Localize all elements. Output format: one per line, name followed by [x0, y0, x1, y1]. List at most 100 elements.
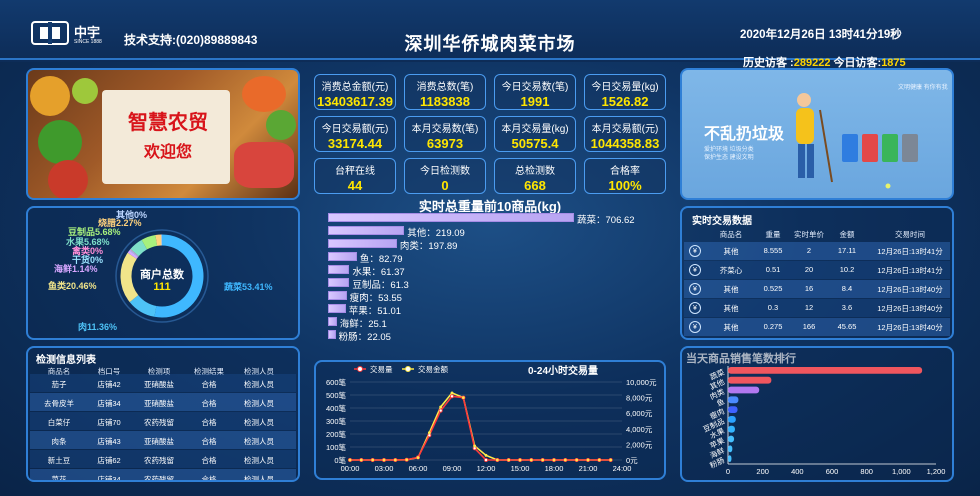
donut-slice-label: 肉11.36%	[78, 322, 118, 332]
inspection-cell: 店铺70	[97, 418, 121, 427]
x-tick: 18:00	[545, 464, 564, 473]
today-visitor-label: 今日访客:	[833, 57, 882, 69]
realtime-cell: 12	[804, 303, 814, 312]
inspection-cell: 亚硝酸盐	[144, 399, 174, 408]
realtime-cell: 3.6	[841, 303, 853, 312]
y-left-tick: 0笔	[334, 455, 346, 465]
top10-bar	[328, 226, 405, 235]
realtime-cell: 0.3	[767, 303, 779, 312]
inspection-title: 检测信息列表	[36, 355, 96, 366]
stat-card-value: 100%	[608, 178, 642, 193]
stat-card: 总检测数 668	[494, 158, 576, 194]
garbage-poster: 不乱扔垃圾 文明健康 有你有我 爱护环境 垃圾分类 保护生态 建设文明	[680, 68, 954, 200]
donut-outer-ring	[115, 229, 209, 323]
welcome-banner: 智慧农贸 欢迎您	[26, 68, 300, 200]
stat-card: 合格率 100%	[584, 158, 666, 194]
stat-card-value: 1183838	[420, 94, 470, 109]
stat-card: 本月交易数(笔) 63973	[404, 116, 486, 152]
rank-bar	[728, 425, 735, 433]
realtime-cell: 0.275	[763, 322, 783, 331]
y-left-tick: 300笔	[326, 416, 347, 426]
amount-point	[473, 444, 477, 448]
top10-bar-label: 豆制品：61.3	[352, 280, 409, 291]
donut-slice-label: 干货0%	[72, 255, 104, 265]
vegetable-decoration	[38, 120, 82, 164]
banner-board	[102, 90, 230, 184]
donut-slice	[154, 234, 204, 318]
legend-amount-label: 交易金额	[418, 364, 448, 374]
amount-point	[541, 458, 545, 462]
y-left-tick: 500笔	[326, 390, 347, 400]
realtime-cell: 45.65	[837, 322, 857, 331]
top10-bar	[328, 304, 346, 313]
legend-volume-marker	[357, 366, 363, 372]
hourly-chart-title: 0-24小时交易量	[528, 364, 598, 377]
merchant-donut-panel	[26, 206, 300, 340]
top10-bar-label: 海鲜：25.1	[339, 319, 387, 330]
header-divider	[0, 58, 980, 60]
current-datetime: 2020年12月26日 13时41分19秒	[740, 29, 902, 41]
y-left-tick: 200笔	[326, 429, 347, 439]
inspection-row	[30, 412, 296, 430]
stat-card: 本月交易量(kg) 50575.4	[494, 116, 576, 152]
top10-bar-label: 粉肠：22.05	[338, 332, 391, 343]
stat-card-label: 消费总数(笔)	[416, 82, 474, 93]
rank-bar	[728, 455, 732, 462]
y-right-tick: 8,000元	[626, 394, 653, 403]
top10-bar-label: 其他：219.09	[407, 228, 465, 239]
top10-bar-label: 苹果：51.01	[348, 306, 402, 317]
stat-card-label: 今日交易量(kg)	[591, 82, 659, 93]
amount-point	[495, 458, 499, 462]
vegetable-decoration	[266, 110, 296, 140]
stat-card-label: 今日交易数(笔)	[501, 82, 569, 93]
today-visitor-count: 1875	[881, 57, 906, 69]
x-tick: 03:00	[375, 464, 394, 473]
stat-card: 今日交易额(元) 33174.44	[314, 116, 396, 152]
realtime-cell: 12月26日:13时40分	[877, 323, 943, 332]
realtime-header-cell: 重量	[765, 230, 781, 239]
donut-center-value: 111	[153, 281, 171, 293]
donut-slice-label: 其他0%	[116, 210, 148, 220]
vegetable-decoration	[48, 160, 88, 198]
inspection-cell: 白菜仔	[47, 418, 71, 427]
inspection-cell: 店铺34	[97, 399, 121, 408]
realtime-cell: 其他	[723, 323, 739, 332]
rank-bar	[728, 406, 738, 413]
amount-point	[382, 458, 386, 462]
amount-point	[575, 458, 579, 462]
realtime-cell: 20	[804, 265, 814, 274]
y-left-tick: 100笔	[326, 442, 347, 452]
inspection-cell: 肉条	[51, 437, 67, 446]
rank-bar	[728, 445, 733, 453]
realtime-row	[684, 261, 950, 279]
banner-line-2: 欢迎您	[143, 144, 192, 161]
x-tick: 09:00	[443, 464, 462, 473]
stat-card-label: 总检测数	[515, 166, 555, 177]
amount-point	[507, 458, 511, 462]
yuan-icon: ¥	[689, 302, 701, 314]
amount-point	[427, 431, 431, 435]
stat-card-value: 63973	[426, 136, 464, 151]
history-visitor-label: 历史访客 :	[743, 57, 794, 69]
inspection-cell: 店铺62	[97, 456, 121, 465]
sales-rank-chart: 0 200 400 600 800 1,000 1,200蔬菜其他肉类鱼瘦肉豆制品水果苹果海…	[701, 366, 945, 476]
top10-bar	[328, 265, 350, 274]
volume-point	[483, 458, 488, 463]
inspection-cell: 合格	[201, 456, 217, 465]
inspection-cell: 农药残留	[144, 456, 174, 465]
stat-card-value: 13403617.39	[317, 94, 393, 109]
y-right-tick: 6,000元	[626, 409, 653, 418]
top10-bar-label: 鱼：82.79	[359, 254, 403, 265]
inspection-cell: 店铺42	[97, 380, 121, 389]
visitor-stats: 历史访客 :289222 今日访客:1875	[743, 54, 906, 70]
amount-point	[563, 458, 567, 462]
inspection-cell: 农药残留	[144, 418, 174, 427]
donut-slice	[130, 239, 148, 257]
inspection-header-cell: 档口号	[97, 367, 121, 376]
amount-point	[529, 458, 533, 462]
realtime-cell: 16	[804, 284, 814, 293]
company-logo: 中宇 SINCE 1888	[30, 20, 114, 48]
inspection-header-cell: 商品名	[47, 367, 71, 376]
realtime-header-cell: 交易时间	[895, 230, 925, 239]
sales-rank-title: 当天商品销售笔数排行	[686, 353, 796, 365]
